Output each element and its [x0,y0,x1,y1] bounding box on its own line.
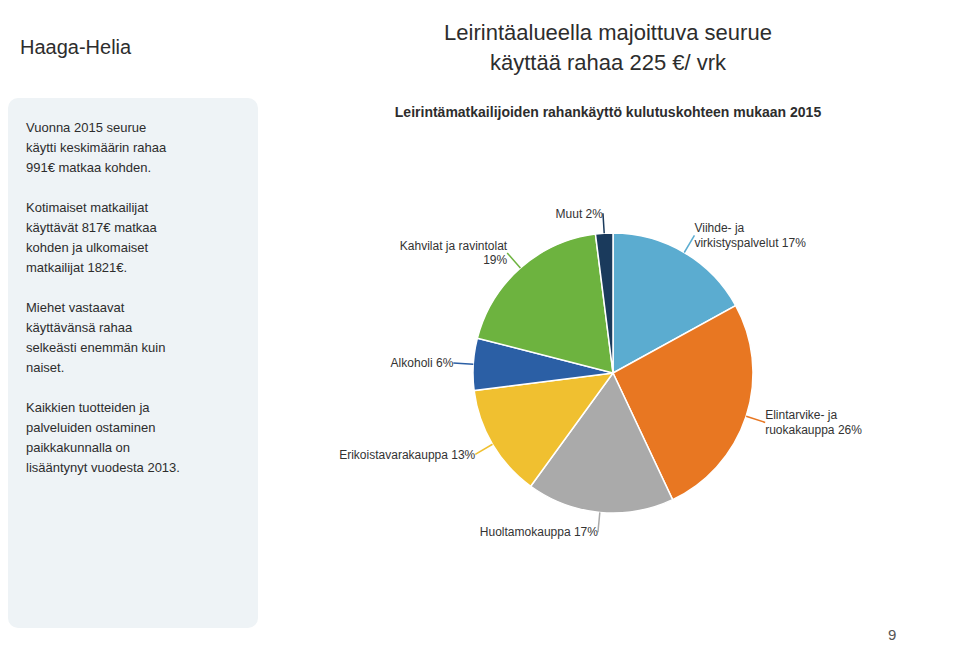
html-text:käyttää rahaa 225 €/ vrk: käyttää rahaa 225 €/ vrk [490,50,726,75]
svg-text:Muut 2%: Muut 2% [556,207,604,221]
html-text:Leirintäalueella majoittuva se: Leirintäalueella majoittuva seurue [444,20,772,45]
svg-text:Erikoistavarakauppa 13%: Erikoistavarakauppa 13% [339,448,475,462]
html-text:Haaga-Helia: Haaga-Helia [20,36,132,58]
html-text:9: 9 [888,626,897,643]
html-text:Leirintämatkailijoiden rahankä: Leirintämatkailijoiden rahankäyttö kulut… [394,104,822,120]
svg-text:Alkoholi 6%: Alkoholi 6% [391,356,454,370]
svg-text:Kahvilat ja ravintolat19%: Kahvilat ja ravintolat19% [400,239,508,267]
svg-text:Viihde- javirkistyspalvelut 17: Viihde- javirkistyspalvelut 17% [694,221,806,249]
svg-text:Huoltamokauppa 17%: Huoltamokauppa 17% [480,525,598,539]
html-text:Vuonna 2015 seurue käytti kesk: Vuonna 2015 seurue käytti keskimäärin ra… [26,120,180,475]
svg-text:Elintarvike- jaruokakauppa 26%: Elintarvike- jaruokakauppa 26% [765,408,862,436]
